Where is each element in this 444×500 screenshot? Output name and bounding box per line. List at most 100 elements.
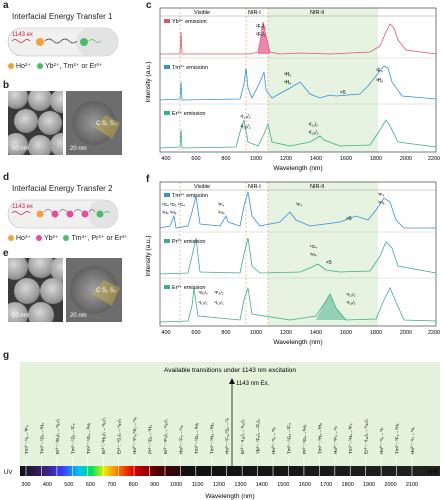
panel-d-title: Interfacial Energy Transfer 2 [12, 184, 113, 193]
transition-label: Pr³⁺: ¹G₄→³H₄ [302, 424, 307, 454]
panel-f-xlabel: Wavelength (nm) [273, 339, 322, 346]
transition-label: Tm³⁺: ¹D₂→³F₄ [70, 423, 75, 454]
tm-f-annot-5: ³H₄ [162, 210, 169, 215]
panel-e-hrtem-image: C S₁ S₂ 20 nm [66, 258, 122, 322]
svg-text:1600: 1600 [340, 330, 352, 336]
transition-label: Tm³⁺: ¹D₂→³H₆ [39, 423, 44, 454]
transition-label: Ho³⁺: ⁵F₄,⁵S₂→⁵I₈ [132, 417, 137, 454]
trace-label-tm: Tm³⁺ emission [172, 64, 208, 71]
panel-a-label: a [3, 0, 9, 11]
excitation-label-d: 1143 ex [12, 204, 33, 210]
transition-label: Tm³⁺: ³H₄→³H₅ [317, 423, 322, 454]
tick-label: 900 [150, 482, 159, 488]
transition-label: Er³⁺: ⁴S₃/₂→⁴I₁₅/₂ [117, 418, 122, 454]
svg-text:400: 400 [161, 330, 170, 336]
tick-label: 1300 [234, 482, 246, 488]
tick-label: 800 [129, 482, 138, 488]
svg-text:2200: 2200 [428, 156, 440, 162]
svg-text:600: 600 [191, 156, 200, 162]
transition-label: Ho³⁺: ⁵F₄,⁵S₂→⁵I₇ [225, 417, 230, 454]
tick-label: 1700 [320, 482, 332, 488]
svg-text:1800: 1800 [370, 156, 382, 162]
panel-f-spectra-chart: Visible NIR-I NIR-II Tm³⁺ emission ¹G₄ ¹… [145, 181, 440, 346]
scale-bar-b1: 50 nm [12, 146, 29, 152]
trace-label-tm-f: Tm³⁺ emission [172, 192, 208, 199]
panel-b-label: b [3, 80, 10, 91]
transition-label: Tm³⁺: ¹I₆→³F₄ [24, 425, 29, 454]
er-f-annot-4: ⁴I₁₅/₂ [214, 300, 224, 305]
svg-text:1000: 1000 [250, 330, 262, 336]
svg-text:1400: 1400 [310, 330, 322, 336]
panel-g-nir: NIR [428, 470, 439, 476]
tick-label: 300 [21, 482, 30, 488]
panel-g-xlabel: Wavelength (nm) [205, 493, 254, 500]
panel-f-ylabel: Intensity (a.u.) [145, 235, 152, 276]
shell-labels-b: C S₁ S₂ [96, 121, 117, 127]
transition-label: Ho³⁺: ⁵I₆→⁵I₈ [271, 427, 276, 454]
excitation-label-a: 1143 ex [12, 32, 33, 38]
tm-f-annot-1: ¹G₄ [162, 202, 169, 207]
panel-g-uv: UV [4, 470, 12, 476]
panel-b-tem-image: 50 nm [8, 91, 63, 155]
panel-g-transition-diagram: Available transitions under 1143 nm exci… [4, 362, 440, 500]
tick-label: 400 [43, 482, 52, 488]
panel-f-label: f [146, 174, 150, 185]
tick-label: 1400 [256, 482, 268, 488]
transition-label: Er³⁺: ⁴I₁₁/₂→⁴I₁₅/₂ [240, 419, 245, 454]
tm-f-annot-3: ¹G₄ [178, 202, 185, 207]
er-f-annot-1: ⁴S₃/₂ [198, 290, 208, 295]
transition-label: Tm³⁺: ³F₄→³H₆ [395, 423, 400, 454]
transition-label: Yb³⁺: ²F₅/₂→²F₇/₂ [256, 419, 261, 454]
transition-label: Tm³⁺: ³H₄→³H₆ [209, 423, 214, 454]
panel-c-xticks: 400 600 800 1000 1200 1400 1600 1800 200… [161, 156, 440, 162]
shell-labels-e: C S₁ S₂ [96, 288, 117, 294]
panel-d-schematic: 1143 ex [7, 199, 119, 229]
scale-bar-b2: 20 nm [70, 146, 87, 152]
tick-label: 2000 [384, 482, 396, 488]
tm-f-annot-11: ³H₆ [378, 200, 385, 205]
tm-annot-3: ³F₄ [376, 68, 383, 74]
er-annot-1: ⁴I₁₃/₂ [240, 114, 251, 120]
tm-f-annot-7: ³H₄ [218, 210, 225, 215]
panel-c-ylabel: Intensity (a.u.) [145, 61, 152, 102]
trace-label-er-f: Er³⁺ emission [172, 284, 205, 291]
svg-text:800: 800 [221, 156, 230, 162]
panel-e-tem-image: 50 nm [8, 258, 63, 322]
svg-text:600: 600 [191, 330, 200, 336]
panel-g-label: g [3, 350, 10, 361]
tick-label: 1500 [277, 482, 289, 488]
er-f-annot-6: ⁴I₁₅/₂ [346, 300, 356, 305]
transition-label: Ho³⁺: ⁵I₇→⁵I₈ [410, 427, 415, 454]
trace-label-yb: Yb³⁺ emission [172, 18, 207, 25]
tick-label: 500 [64, 482, 73, 488]
transition-label: Er³⁺: ²G₉/₂→⁴I₁₅/₂ [55, 418, 60, 454]
panel-b-hrtem-image: C S₁ S₂ 20 nm [66, 91, 122, 155]
transition-label: Er³⁺: ²H₁₁/₂→⁴I₁₅/₂ [101, 417, 106, 454]
trace-label-pr-f: Pr³⁺ emission [172, 238, 205, 245]
transition-label: Pr³⁺: ¹D₂→³H₄ [148, 425, 153, 454]
transition-label: Er³⁺: ⁴F₉/₂→⁴I₁₅/₂ [163, 419, 168, 454]
svg-text:2200: 2200 [428, 330, 440, 336]
svg-text:1000: 1000 [250, 156, 262, 162]
transition-label: Er³⁺: ⁴I₁₃/₂→⁴I₁₅/₂ [364, 419, 369, 454]
transition-label: Tm³⁺: ¹G₄→³F₄ [286, 423, 291, 454]
tm-f-annot-4: ³F₄ [218, 202, 224, 207]
er-f-annot-2: ⁴F₉/₂ [214, 290, 224, 295]
svg-text:400: 400 [161, 156, 170, 162]
panel-d-legend: Ho³⁺ Yb³⁺ Tm³⁺, Pr³⁺ or Er³⁺ [6, 234, 128, 242]
panel-d-label: d [3, 172, 10, 183]
panel-e-label: e [3, 248, 9, 259]
yb-annot-1: ²F₅/₂ [256, 24, 266, 30]
panel-g-title: Available transitions under 1143 nm exci… [164, 367, 296, 374]
panel-g-excitation: 1143 nm Ex. [236, 381, 270, 387]
er-f-annot-3: ⁴I₁₅/₂ [198, 300, 208, 305]
svg-text:1800: 1800 [370, 330, 382, 336]
pr-f-annot-2: ³H₄ [310, 252, 317, 257]
transition-label: Ho³⁺: ⁵F₅→⁵I₈ [178, 425, 183, 454]
panel-a-schematic: 1143 ex [7, 27, 119, 57]
tm-f-annot-10: ³F₄ [378, 192, 384, 197]
tick-label: 1800 [342, 482, 354, 488]
svg-text:1600: 1600 [340, 156, 352, 162]
svg-text:800: 800 [221, 330, 230, 336]
tick-label: 1200 [213, 482, 225, 488]
